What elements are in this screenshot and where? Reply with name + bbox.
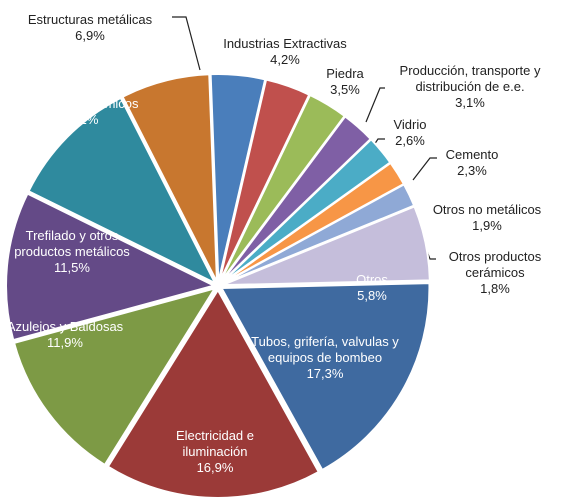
leader-line xyxy=(172,16,201,71)
slice-label: Cemento 2,3% xyxy=(432,147,512,179)
value-label: 5,8% xyxy=(357,288,387,303)
slice-label: Otros productos cerámicos 1,8% xyxy=(435,249,555,297)
value-label: 3,5% xyxy=(330,82,360,97)
pie-slice xyxy=(27,96,218,286)
slice-label: Otros no metálicos 1,9% xyxy=(422,202,552,234)
category-label: Otros productos cerámicos xyxy=(448,249,542,280)
leader-line xyxy=(365,87,385,123)
value-label: 1,9% xyxy=(472,218,502,233)
value-label: 4,2% xyxy=(270,52,300,67)
slice-label: Industrias Extractivas 4,2% xyxy=(205,36,365,68)
pie-slice xyxy=(5,192,217,342)
leader-line xyxy=(412,157,437,181)
category-label: Otros xyxy=(356,272,388,287)
slice-label: Estructuras metálicas 6,9% xyxy=(0,12,180,44)
pie-slice xyxy=(121,73,218,283)
pie-slice xyxy=(221,205,431,287)
value-label: 10,2% xyxy=(61,112,99,127)
slice-label: Vidrio 2,6% xyxy=(380,117,440,149)
slice-label: Otros 5,8% xyxy=(332,272,412,304)
slice-label: Azulejos y Baldosas 11,9% xyxy=(0,319,130,351)
pie-slice xyxy=(12,286,217,467)
slice-label: Tubos, grifería, valvulas y equipos de b… xyxy=(240,334,410,382)
slice-label: Productos Químicos 10,2% xyxy=(5,96,155,128)
pie-slice xyxy=(106,288,321,499)
slice-label: Piedra 3,5% xyxy=(305,66,385,98)
category-label: Electricidad e iluminación xyxy=(175,428,255,459)
category-label: Vidrio xyxy=(393,117,427,132)
category-label: Otros no metálicos xyxy=(432,202,542,217)
pie-slice xyxy=(219,282,431,472)
value-label: 1,8% xyxy=(480,281,510,296)
slice-label: Trefilado y otros productos metálicos 11,… xyxy=(2,228,142,276)
value-label: 11,5% xyxy=(54,260,90,275)
category-label: Industrias Extractivas xyxy=(223,36,347,51)
value-label: 3,1% xyxy=(455,95,485,110)
category-label: Trefilado y otros productos metálicos xyxy=(14,228,130,259)
value-label: 16,9% xyxy=(196,460,234,475)
value-label: 2,3% xyxy=(457,163,487,178)
value-label: 17,3% xyxy=(306,366,344,381)
category-label: Tubos, grifería, valvulas y equipos de b… xyxy=(251,334,399,365)
value-label: 6,9% xyxy=(75,28,105,43)
value-label: 11,9% xyxy=(47,335,83,350)
slice-label: Electricidad e iluminación 16,9% xyxy=(155,428,275,476)
category-label: Azulejos y Baldosas xyxy=(6,319,124,334)
category-label: Cemento xyxy=(445,147,499,162)
slice-label: Producción, transporte y distribución de… xyxy=(380,63,560,111)
category-label: Piedra xyxy=(326,66,364,81)
category-label: Productos Químicos xyxy=(21,96,139,111)
category-label: Producción, transporte y distribución de… xyxy=(399,63,541,94)
value-label: 2,6% xyxy=(395,133,425,148)
category-label: Estructuras metálicas xyxy=(27,12,153,27)
